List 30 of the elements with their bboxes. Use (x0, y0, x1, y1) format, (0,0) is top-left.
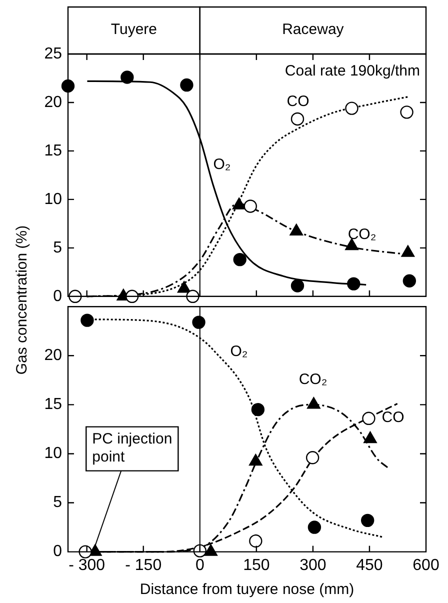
x-tick-label: 0 (195, 556, 204, 574)
y-tick-label: 10 (44, 445, 62, 462)
series-label: CO (382, 409, 404, 426)
annotation: Coal rate 190kg/thm (284, 62, 420, 80)
y-tick-label: 0 (53, 288, 62, 305)
text: Tuyere (110, 21, 158, 38)
series-label: CO (286, 93, 310, 110)
x-tick-label: - 150 (125, 556, 162, 574)
y-tick-label: 15 (44, 142, 62, 160)
series-label: O₂ (230, 343, 248, 360)
series-label: O₂ (213, 156, 231, 174)
text: Raceway (282, 21, 344, 38)
annotation: PC injection point (92, 430, 172, 466)
series-label: CO₂ (298, 371, 328, 388)
y-tick-label: 10 (44, 190, 62, 208)
x-tick-label: 450 (356, 556, 383, 574)
x-tick-label: - 300 (68, 556, 106, 574)
x-tick-label: 150 (243, 556, 270, 574)
y-tick-label: 15 (44, 396, 62, 414)
y-axis-title: Gas concentration (%) (14, 225, 30, 375)
y-tick-label: 25 (44, 45, 62, 62)
y-tick-label: 5 (53, 494, 62, 512)
x-tick-label: 300 (300, 556, 326, 574)
series-label: CO₂ (348, 226, 376, 244)
y-tick-label: 0 (53, 543, 62, 560)
y-tick-label: 5 (53, 239, 62, 256)
y-tick-label: 20 (44, 94, 62, 111)
x-tick-label: 600 (412, 556, 440, 574)
y-tick-label: 20 (44, 347, 62, 364)
x-axis-title: Distance from tuyere nose (mm) (140, 581, 354, 598)
